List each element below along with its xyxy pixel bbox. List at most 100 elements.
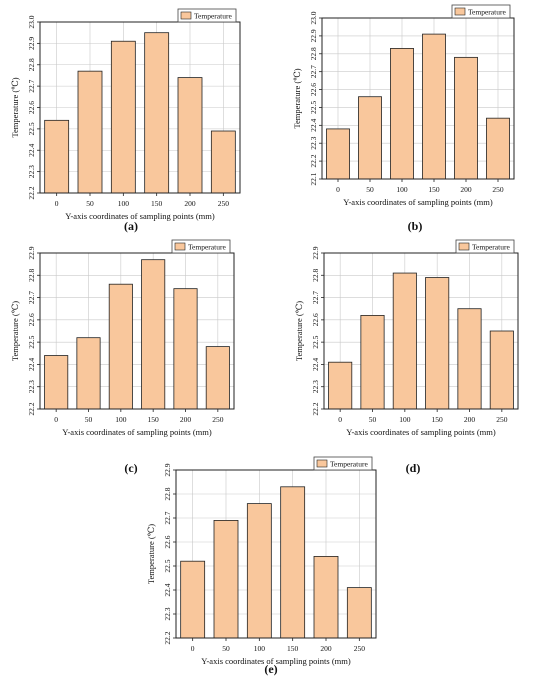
x-tick-label: 100 [118,199,130,208]
x-tick-label: 0 [55,199,59,208]
y-tick-label: 22.4 [309,119,318,132]
x-tick-label: 100 [254,644,265,653]
y-axis-title: Temperature (℃) [292,68,302,128]
legend-label: Temperature [330,460,368,469]
x-tick-label: 150 [148,415,160,424]
y-tick-label: 22.4 [27,143,36,156]
y-tick-label: 22.9 [27,37,36,50]
y-tick-label: 22.3 [27,380,36,393]
y-tick-label: 22.2 [27,402,36,415]
x-tick-label: 50 [222,644,230,653]
legend-box [455,239,515,254]
x-tick-label: 250 [354,644,366,653]
x-tick-label: 100 [396,185,408,194]
legend-swatch [458,242,470,251]
legend-swatch [174,242,186,251]
y-tick-label: 22.3 [163,607,172,620]
bar [246,503,272,639]
legend-box [171,239,231,254]
bar [110,40,136,194]
y-tick-label: 22.2 [27,186,36,199]
bar [358,96,382,180]
plot-frame [175,469,377,639]
legend: Temperature [451,4,511,19]
legend-box [451,4,511,19]
chart-b-svg: 22.1 22.2 22.3 22.4 22.5 22.6 22.7 22.8 22.9 23.0… [292,4,515,207]
legend-swatch [454,7,466,16]
x-tick-label: 250 [492,185,504,194]
plot-frame [39,252,235,410]
bar [144,32,170,194]
chart-panel-b: 22.1 22.2 22.3 22.4 22.5 22.6 22.7 22.8 22.9 23.0… [284,0,546,225]
x-axis-title: Y-axis coordinates of sampling points (m… [346,427,496,437]
bar [177,77,203,194]
legend-swatch [180,11,192,20]
y-tick-label: 22.5 [27,122,36,135]
y-tick-label: 22.9 [309,29,318,42]
chart-panel-c: 22.2 22.3 22.4 22.5 22.6 22.7 22.8 22.9 0 50 100 15… [0,233,262,458]
bar [457,308,482,410]
caption-e: (e) [264,662,278,676]
y-tick-label: 22.4 [163,583,172,596]
bar [44,355,69,410]
y-tick-label: 22.9 [311,246,320,259]
y-tick-label: 22.9 [163,463,172,476]
bar [454,56,478,180]
plot-frame [321,17,515,180]
y-tick-label: 22.8 [27,58,36,71]
y-tick-label: 22.6 [311,313,320,326]
bar [425,277,450,410]
chart-d-svg: 22.2 22.3 22.4 22.5 22.6 22.7 22.8 22.9 0 50 100 15… [294,239,519,437]
bar [44,119,70,194]
x-tick-label: 250 [496,415,508,424]
chart-panel-d: 22.2 22.3 22.4 22.5 22.6 22.7 22.8 22.9 0 50 100 15… [280,233,546,458]
y-axis-title: Temperature (℃) [294,301,304,361]
y-tick-label: 22.8 [27,268,36,281]
chart-a-svg: 22.2 22.3 22.4 22.5 22.6 22.7 22.8 22.9 23.0 0 50 1… [10,8,241,221]
bar [313,556,339,639]
legend: Temperature [455,239,515,254]
y-tick-label: 22.9 [27,246,36,259]
y-tick-label: 22.7 [309,65,318,78]
legend-swatch [316,459,328,468]
x-tick-label: 250 [218,199,230,208]
x-axis-title: Y-axis coordinates of sampling points (m… [201,656,351,666]
x-axis-title: Y-axis coordinates of sampling points (m… [62,427,212,437]
caption-b: (b) [407,219,423,233]
chart-panel-e: 22.2 22.3 22.4 22.5 22.6 22.7 22.8 22.9 0 50 100 15… [136,450,406,675]
bar [326,128,350,180]
y-tick-label: 22.8 [309,47,318,60]
x-tick-label: 150 [151,199,163,208]
legend-label: Temperature [188,243,226,252]
x-tick-label: 150 [428,185,440,194]
y-tick-label: 22.5 [311,335,320,348]
x-tick-label: 50 [86,199,94,208]
y-tick-label: 22.6 [309,83,318,96]
x-tick-label: 200 [320,644,332,653]
y-axis-title: Temperature (℃) [146,524,156,584]
x-tick-label: 50 [366,185,374,194]
bar [213,520,239,639]
y-tick-label: 22.6 [163,535,172,548]
y-tick-label: 22.1 [309,172,318,185]
legend: Temperature [313,456,373,471]
y-tick-label: 22.3 [311,380,320,393]
x-tick-label: 250 [212,415,224,424]
legend: Temperature [171,239,231,254]
x-tick-label: 0 [338,415,342,424]
x-tick-label: 200 [464,415,476,424]
y-tick-label: 22.7 [311,291,320,304]
y-tick-label: 22.7 [27,291,36,304]
chart-c-svg: 22.2 22.3 22.4 22.5 22.6 22.7 22.8 22.9 0 50 100 15… [10,239,235,437]
y-tick-label: 22.2 [309,154,318,167]
bar [205,346,230,410]
y-tick-label: 22.4 [311,358,320,371]
y-tick-label: 23.0 [309,11,318,24]
legend-label: Temperature [468,8,506,17]
y-tick-label: 22.8 [163,487,172,500]
y-axis-title: Temperature (℃) [10,301,20,361]
bar [180,560,206,639]
bar [360,315,385,410]
x-tick-label: 200 [184,199,196,208]
y-tick-label: 22.4 [27,358,36,371]
